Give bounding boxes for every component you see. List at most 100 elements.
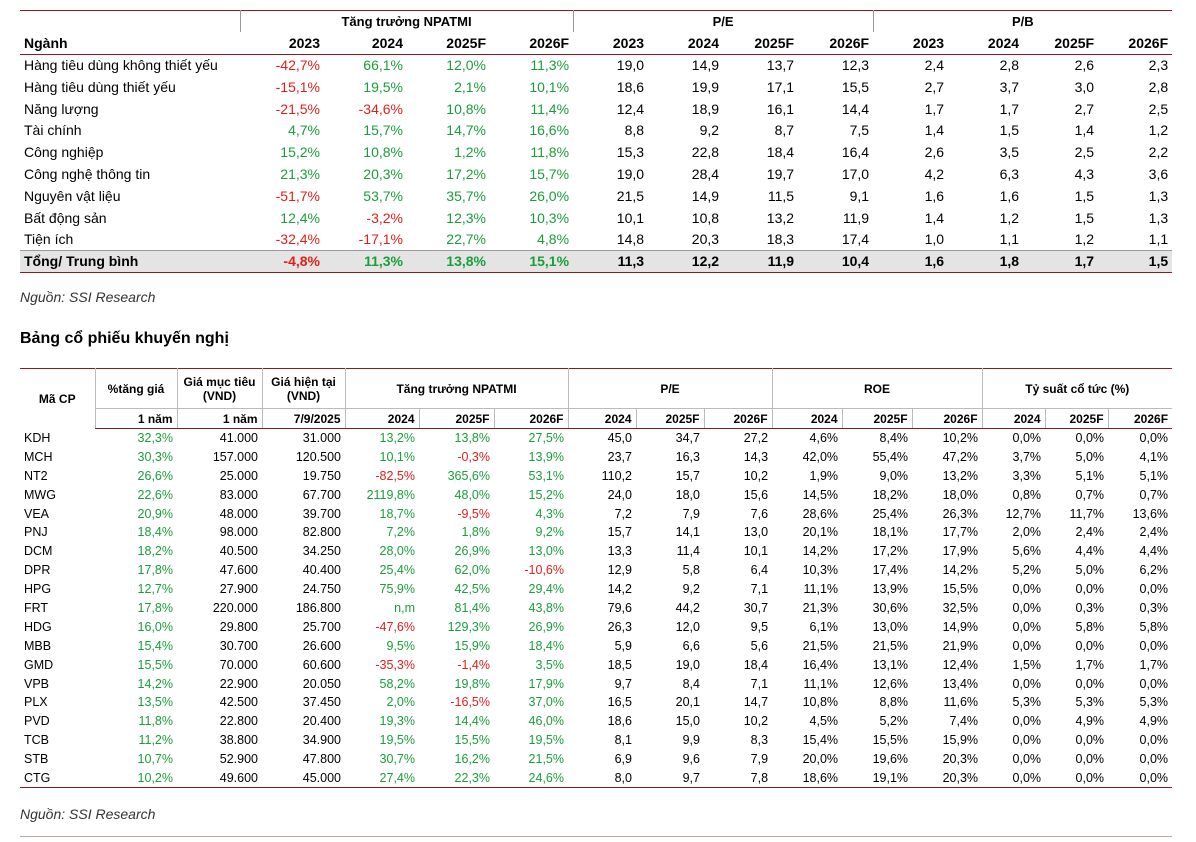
cell: 13,7 [766,57,795,74]
ticker: MWG [24,487,56,502]
cell: 44,2 [675,600,700,615]
cell: -34,6% [358,100,403,117]
column-header: 2023 [873,32,949,55]
cell: 18,2% [137,544,173,559]
sub-header: 2024 [981,408,1046,429]
cell: 15,2% [280,144,320,161]
cell: 24.750 [302,582,341,597]
cell: 13,2 [766,209,795,226]
cell: 0,0% [1075,638,1105,653]
cell: 0,0% [1012,638,1042,653]
cell: 46,0% [528,714,564,729]
cell: 24,0 [607,487,632,502]
cell: 27,5% [528,431,564,446]
cell: 15,9% [454,638,490,653]
ticker: GMD [24,657,54,672]
cell: 39.700 [302,506,341,521]
cell: 17,9% [528,676,564,691]
cell: 2,8 [999,57,1020,74]
cell: 10,4 [798,249,874,273]
cell: 26,0% [529,187,570,204]
cell: 5,3% [1139,695,1169,710]
cell: 21,3% [280,165,320,182]
cell: 13,0 [743,525,769,540]
data-row: VEA 20,9% 48.000 39.700 18,7% -9,5% 4,3% 7,2 7,9… [20,504,1172,523]
cell: 27,4% [379,770,415,785]
cell: 1,3 [1148,187,1169,204]
cell: 7,5 [849,122,870,139]
cell: 10,2% [942,431,979,446]
cell: 10,8 [691,209,720,226]
cell: 10,2 [743,714,769,729]
sector-table: Tăng trưởng NPATMI P/E P/B Ngành 2023 2024 202… [20,10,1173,273]
cell: 10,2 [743,468,769,483]
data-row: FRT 17,8% 220.000 186.800 n,m 81,4% 43,8% 79,6 4… [20,599,1172,618]
cell: 13,2% [379,431,415,446]
row-label: Hàng tiêu dùng không thiết yếu [24,57,218,74]
cell: 5,2% [879,714,909,729]
cell: 1,1 [999,231,1020,248]
cell: 20.400 [302,714,341,729]
cell: 20,3 [691,231,720,248]
cell: 365,6% [447,468,490,483]
cell: n,m [394,600,415,615]
cell: 31.000 [302,431,341,446]
cell: 18,1% [872,525,909,540]
cell: 22.800 [219,714,258,729]
data-row: DCM 18,2% 40.500 34.250 28,0% 26,9% 13,0% 13,3 1… [20,542,1172,561]
data-row: PLX 13,5% 42.500 37.450 2,0% -16,5% 37,0% 16,5 2… [20,693,1172,712]
cell: 14,5% [802,487,839,502]
cell: 18,6 [607,714,632,729]
cell: 19,9 [691,78,720,95]
cell: 17,0 [841,165,870,182]
cell: 6,2% [1139,563,1169,578]
cell: 5,2% [1012,563,1042,578]
cell: 13,5% [137,695,173,710]
cell: 12,2 [648,249,724,273]
cell: 13,1% [872,657,909,672]
cell: 0,3% [1139,600,1169,615]
section-title: Bảng cổ phiếu khuyến nghị [20,330,229,347]
cell: 20.050 [302,676,341,691]
source-note: Nguồn: SSI Research [20,806,156,822]
cell: -9,5% [457,506,490,521]
cell: 2,7 [1074,100,1095,117]
cell: 83.000 [219,487,258,502]
cell: 2,5 [1074,144,1095,161]
cell: 1,2% [454,144,486,161]
cell: 62,0% [454,563,490,578]
cell: 4,3 [1074,165,1095,182]
cell: 14,2 [607,582,632,597]
cell: 0,0% [1139,752,1169,767]
cell: 1,0 [924,231,945,248]
cell: 26,9% [454,544,490,559]
cell: 11,8% [530,144,570,161]
cell: 2,6 [924,144,945,161]
cell: -3,2% [366,209,403,226]
cell: 52.900 [219,752,258,767]
cell: 25.000 [219,468,258,483]
cell: 11,3% [530,57,570,74]
cell: 30,6% [872,600,909,615]
cell: 4,4% [1075,544,1105,559]
cell: 21,5 [616,187,645,204]
cell: 1,6 [924,187,945,204]
cell: 3,7 [999,78,1020,95]
cell: 3,7% [1012,449,1042,464]
cell: -21,5% [275,100,320,117]
cell: 0,0% [1075,752,1105,767]
cell: -35,3% [375,657,415,672]
cell: 1,8% [461,525,491,540]
column-header: 2023 [573,32,649,55]
cell: 14,2% [137,676,173,691]
cell: 7,1 [750,676,769,691]
cell: 18,4 [766,144,795,161]
cell: 60.600 [302,657,341,672]
cell: 120.500 [295,449,341,464]
cell: 27,2 [743,431,769,446]
cell: -1,4% [457,657,490,672]
sub-header: 2025F [1044,408,1109,429]
cell: 15,7 [675,468,700,483]
cell: 42,0% [802,449,839,464]
